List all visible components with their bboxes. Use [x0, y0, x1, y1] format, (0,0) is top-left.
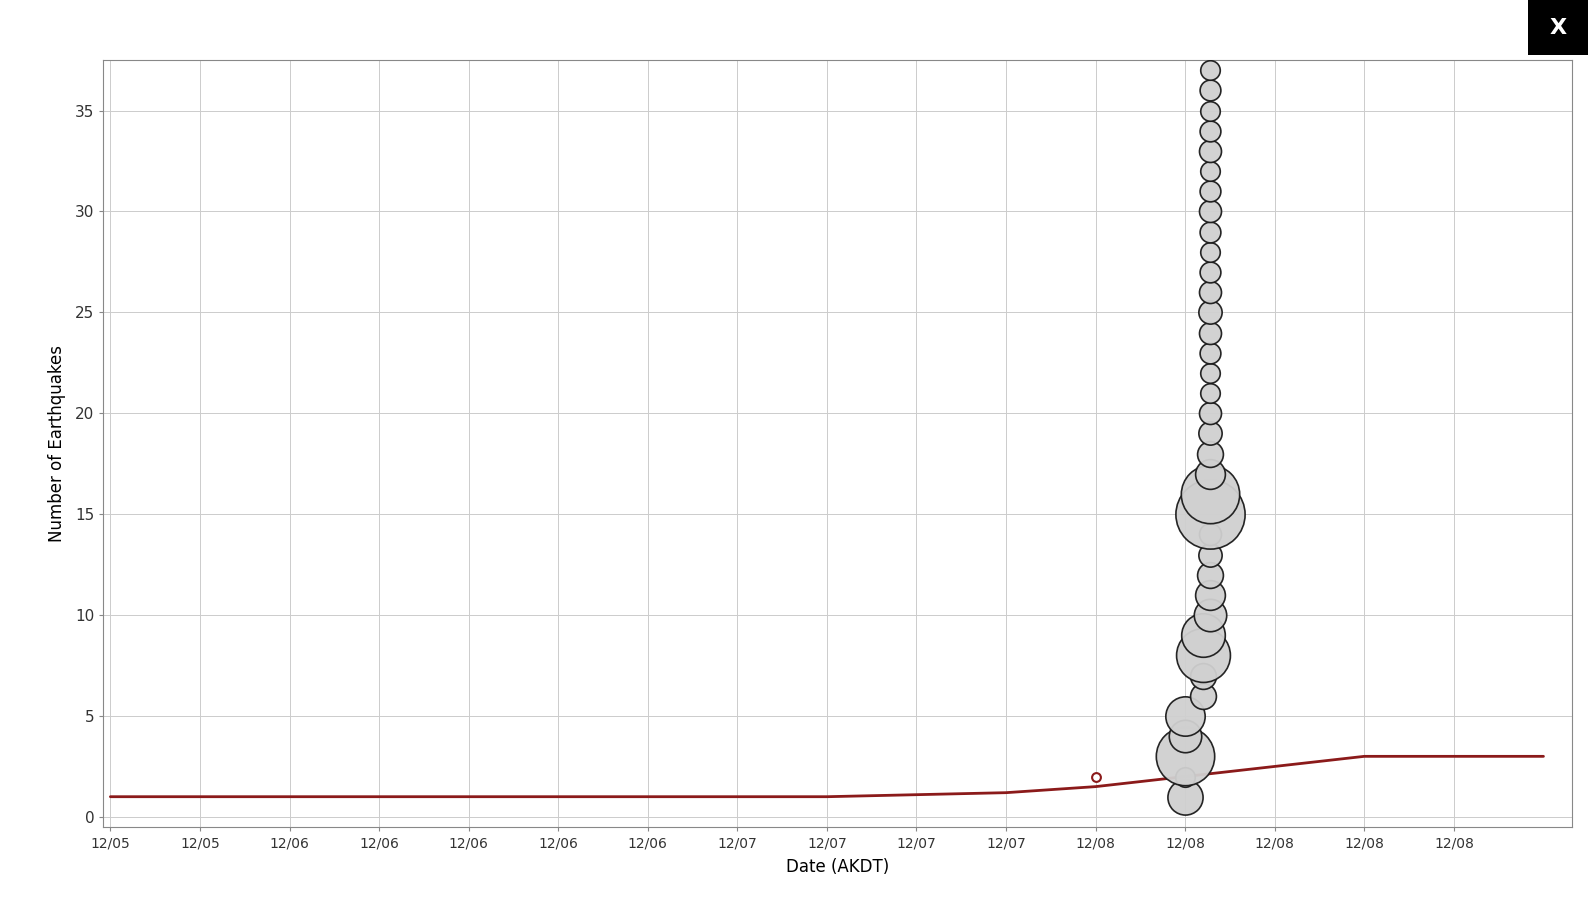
Point [1172, 749, 1197, 764]
Point [1197, 264, 1223, 279]
Point [1172, 789, 1197, 804]
Point [1197, 608, 1223, 623]
Point [1197, 487, 1223, 502]
Point [1191, 688, 1216, 703]
Point [1197, 164, 1223, 178]
Point [1191, 648, 1216, 663]
Bar [1528, 0, 1588, 55]
Point [1197, 406, 1223, 420]
Point [1197, 143, 1223, 158]
Point [1197, 567, 1223, 582]
Point [1197, 467, 1223, 481]
Point [1083, 769, 1108, 784]
Point [1197, 366, 1223, 381]
Point [1197, 204, 1223, 219]
Point [1172, 709, 1197, 723]
Point [1197, 547, 1223, 562]
Point [1197, 184, 1223, 199]
Text: X: X [1550, 18, 1566, 38]
X-axis label: Date (AKDT): Date (AKDT) [786, 858, 889, 876]
Point [1191, 628, 1216, 643]
Point [1197, 385, 1223, 400]
Point [1197, 426, 1223, 441]
Point [1197, 325, 1223, 340]
Point [1197, 63, 1223, 78]
Point [1197, 245, 1223, 260]
Point [1197, 305, 1223, 320]
Point [1197, 285, 1223, 299]
Point [1197, 346, 1223, 360]
Point [1197, 446, 1223, 461]
Point [1197, 527, 1223, 541]
Point [1197, 103, 1223, 118]
Point [1197, 506, 1223, 521]
Point [1172, 769, 1197, 784]
Point [1197, 588, 1223, 602]
Y-axis label: Number of Earthquakes: Number of Earthquakes [49, 345, 67, 542]
Text: Cumulative: Cumulative [19, 18, 146, 38]
Point [1197, 123, 1223, 138]
Point [1172, 729, 1197, 744]
Point [1191, 668, 1216, 683]
Point [1197, 225, 1223, 239]
Point [1197, 83, 1223, 98]
